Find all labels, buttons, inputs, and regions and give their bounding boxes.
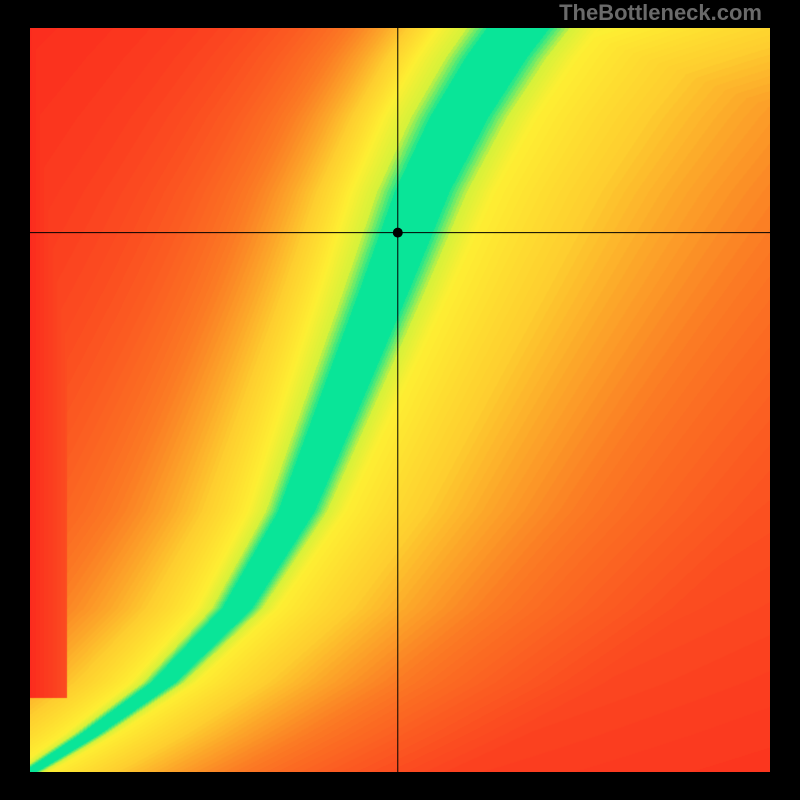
watermark-text: TheBottleneck.com <box>559 0 762 26</box>
heatmap-canvas <box>30 28 770 772</box>
chart-container: TheBottleneck.com <box>0 0 800 800</box>
